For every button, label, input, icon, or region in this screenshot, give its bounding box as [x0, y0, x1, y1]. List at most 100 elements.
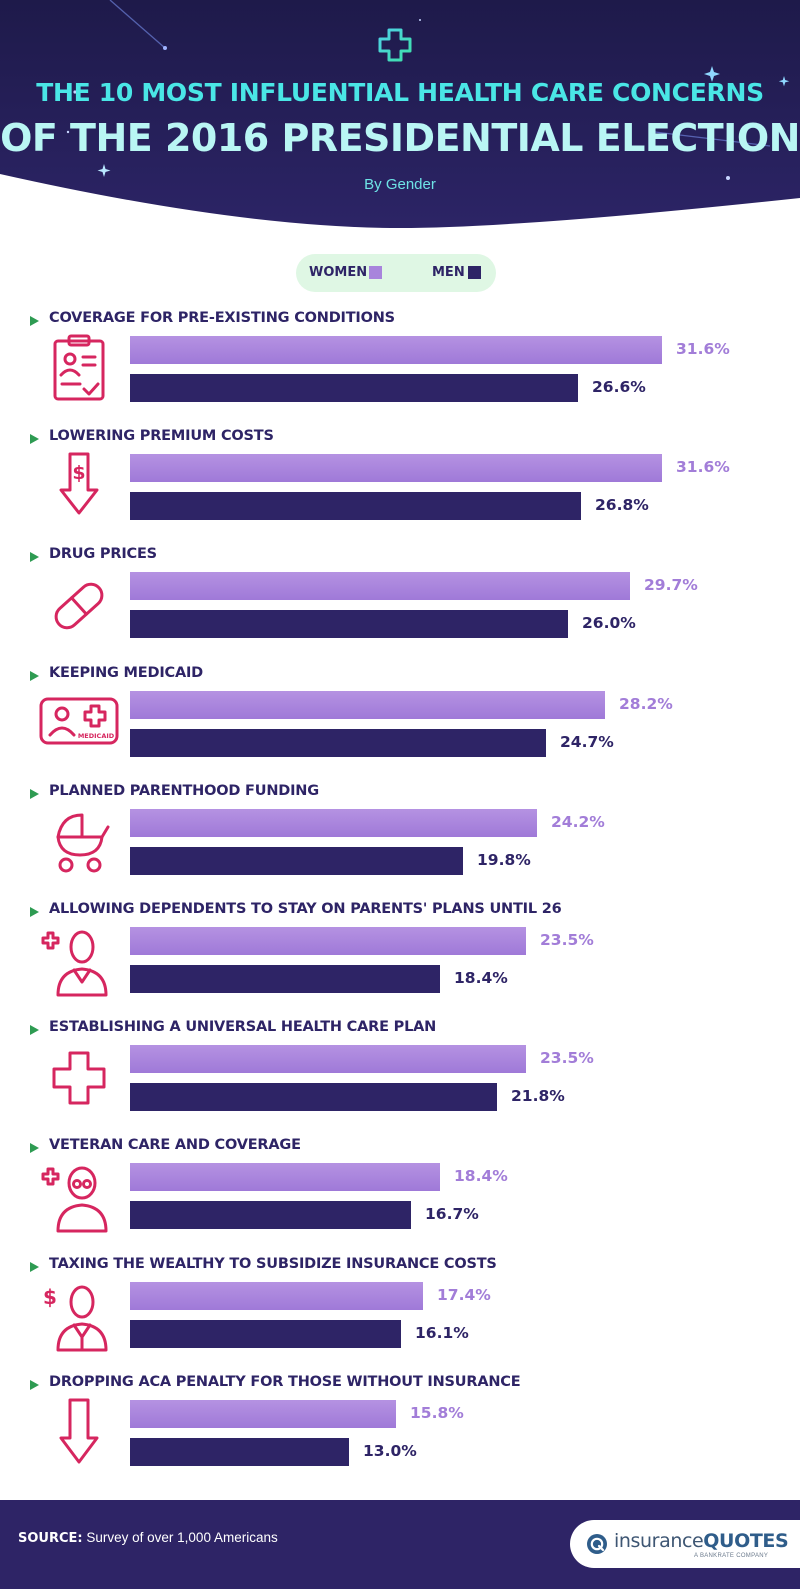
chart-item: VETERAN CARE AND COVERAGE 18.4% 16.7% — [0, 1137, 800, 1255]
insurancequotes-logo[interactable]: insuranceQUOTES A BANKRATE COMPANY — [570, 1520, 800, 1568]
women-bar — [130, 1045, 526, 1073]
men-value-label: 26.8% — [595, 496, 649, 514]
bullet-triangle-icon — [30, 1262, 39, 1272]
dollar-down-arrow-icon: $ — [59, 452, 99, 515]
source-label: SOURCE: — [18, 1531, 83, 1546]
bullet-triangle-icon — [30, 671, 39, 681]
pill-icon — [54, 582, 104, 630]
wealthy-person-icon: $ — [43, 1285, 108, 1352]
category-label: LOWERING PREMIUM COSTS — [49, 428, 274, 444]
category-label: DROPPING ACA PENALTY FOR THOSE WITHOUT I… — [49, 1374, 521, 1390]
men-bar — [130, 1201, 411, 1229]
men-bar — [130, 1083, 497, 1111]
category-label: VETERAN CARE AND COVERAGE — [49, 1137, 301, 1153]
category-label: TAXING THE WEALTHY TO SUBSIDIZE INSURANC… — [49, 1256, 497, 1272]
women-value-label: 29.7% — [644, 576, 698, 594]
chart-item: LOWERING PREMIUM COSTS $31.6% 26.8% — [0, 428, 800, 546]
legend: WOMEN MEN — [296, 254, 496, 292]
legend-women-swatch — [369, 266, 382, 279]
chart-item: COVERAGE FOR PRE-EXISTING CONDITIONS 31.6… — [0, 310, 800, 428]
women-bar — [130, 1400, 396, 1428]
subtitle: By Gender — [364, 176, 436, 193]
women-bar — [130, 336, 662, 364]
chart-item: DROPPING ACA PENALTY FOR THOSE WITHOUT I… — [0, 1374, 800, 1492]
chart-item: ALLOWING DEPENDENTS TO STAY ON PARENTS' … — [0, 901, 800, 1019]
logo-text-a: insurance — [614, 1530, 704, 1552]
category-label: ESTABLISHING A UNIVERSAL HEALTH CARE PLA… — [49, 1019, 437, 1035]
men-bar — [130, 847, 463, 875]
women-bar — [130, 809, 537, 837]
svg-text:MEDICAID: MEDICAID — [78, 732, 115, 740]
bullet-triangle-icon — [30, 1143, 39, 1153]
logo-text-b: QUOTES — [703, 1530, 789, 1552]
title-line-2: OF THE 2016 PRESIDENTIAL ELECTION — [0, 116, 800, 160]
women-value-label: 17.4% — [437, 1286, 491, 1304]
chart-item: PLANNED PARENTHOOD FUNDING 24.2% 19.8% — [0, 783, 800, 901]
women-value-label: 23.5% — [540, 1049, 594, 1067]
category-label: PLANNED PARENTHOOD FUNDING — [49, 783, 319, 799]
men-value-label: 26.0% — [582, 614, 636, 632]
men-value-label: 26.6% — [592, 378, 646, 396]
bullet-triangle-icon — [30, 1025, 39, 1035]
women-value-label: 15.8% — [410, 1404, 464, 1422]
chart-item: KEEPING MEDICAID MEDICAID 28.2% 24.7% — [0, 665, 800, 783]
women-bar — [130, 1282, 423, 1310]
legend-men-label: MEN — [432, 265, 465, 280]
men-bar — [130, 374, 578, 402]
women-value-label: 24.2% — [551, 813, 605, 831]
bullet-triangle-icon — [30, 907, 39, 917]
men-bar — [130, 965, 440, 993]
bullet-triangle-icon — [30, 552, 39, 562]
svg-text:$: $ — [43, 1285, 57, 1309]
women-value-label: 18.4% — [454, 1167, 508, 1185]
women-bar — [130, 691, 605, 719]
men-value-label: 16.7% — [425, 1205, 479, 1223]
women-value-label: 31.6% — [676, 458, 730, 476]
men-value-label: 24.7% — [560, 733, 614, 751]
legend-women-label: WOMEN — [309, 265, 368, 280]
women-bar — [130, 454, 662, 482]
header: THE 10 MOST INFLUENTIAL HEALTH CARE CONC… — [0, 0, 800, 230]
bullet-triangle-icon — [30, 434, 39, 444]
category-label: COVERAGE FOR PRE-EXISTING CONDITIONS — [49, 310, 395, 326]
header-background — [0, 0, 800, 228]
logo-wordmark: insuranceQUOTES — [614, 1530, 789, 1552]
men-value-label: 21.8% — [511, 1087, 565, 1105]
men-bar — [130, 1438, 349, 1466]
veteran-person-icon — [41, 1166, 108, 1233]
women-bar — [130, 927, 526, 955]
logo-subtext: A BANKRATE COMPANY — [694, 1553, 769, 1559]
men-value-label: 18.4% — [454, 969, 508, 987]
legend-men-swatch — [468, 266, 481, 279]
cross-outline-icon — [378, 28, 412, 62]
medical-cross-icon — [52, 1051, 106, 1105]
source-text: Survey of over 1,000 Americans — [86, 1530, 278, 1545]
baby-stroller-icon — [56, 813, 110, 873]
men-value-label: 19.8% — [477, 851, 531, 869]
bullet-triangle-icon — [30, 1380, 39, 1390]
women-bar — [130, 1163, 440, 1191]
bullet-triangle-icon — [30, 316, 39, 326]
down-arrow-icon — [59, 1398, 99, 1464]
men-bar — [130, 492, 581, 520]
women-value-label: 31.6% — [676, 340, 730, 358]
men-value-label: 16.1% — [415, 1324, 469, 1342]
chart-item: TAXING THE WEALTHY TO SUBSIDIZE INSURANC… — [0, 1256, 800, 1374]
title-line-1: THE 10 MOST INFLUENTIAL HEALTH CARE CONC… — [36, 78, 764, 107]
category-label: ALLOWING DEPENDENTS TO STAY ON PARENTS' … — [49, 901, 562, 917]
category-label: DRUG PRICES — [49, 546, 157, 562]
men-bar — [130, 729, 546, 757]
men-bar — [130, 1320, 401, 1348]
clipboard-icon — [53, 334, 105, 401]
men-bar — [130, 610, 568, 638]
bullet-triangle-icon — [30, 789, 39, 799]
women-bar — [130, 572, 630, 600]
medicaid-card-icon: MEDICAID — [39, 697, 119, 745]
chart-item: DRUG PRICES 29.7% 26.0% — [0, 546, 800, 664]
women-value-label: 28.2% — [619, 695, 673, 713]
women-value-label: 23.5% — [540, 931, 594, 949]
insurancequotes-logo-icon — [587, 1534, 607, 1554]
category-label: KEEPING MEDICAID — [49, 665, 204, 681]
source-note: SOURCE: Survey of over 1,000 Americans — [18, 1530, 278, 1546]
chart-item: ESTABLISHING A UNIVERSAL HEALTH CARE PLA… — [0, 1019, 800, 1137]
